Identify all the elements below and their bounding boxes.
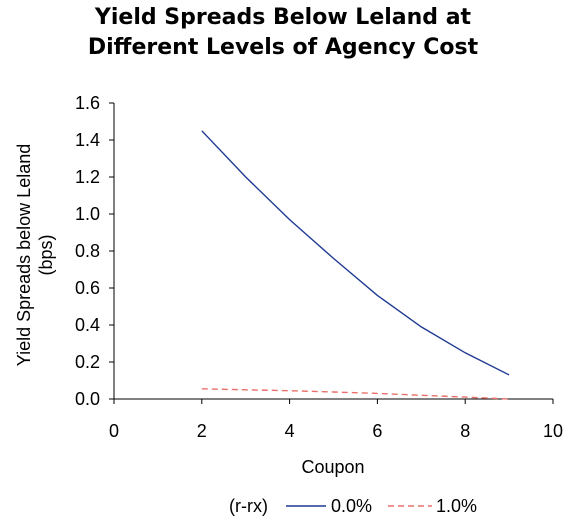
series-line-2 [201,388,510,400]
y-tick-label-1: 0.2 [75,352,100,372]
legend-label-series-1: 0.0% [331,496,372,516]
x-axis-label: Coupon [301,457,364,477]
y-tick-label-7: 1.4 [75,130,100,150]
legend-title: (r-rx) [229,496,268,516]
y-axis-label: Yield Spreads below Leland (bps) [14,144,56,367]
series-line-1 [201,130,510,376]
y-tick-label-3: 0.6 [75,278,100,298]
y-tick-label-8: 1.6 [75,93,100,113]
y-tick-label-2: 0.4 [75,315,100,335]
x-tick-label-0: 0 [109,421,119,441]
x-tick-label-4: 8 [460,421,470,441]
x-tick-label-5: 10 [543,421,563,441]
x-tick-label-3: 6 [372,421,382,441]
y-tick-label-0: 0.0 [75,389,100,409]
y-tick-label-6: 1.2 [75,167,100,187]
plot-area: 0.0 0.2 0.4 0.6 0.8 1.0 1.2 1.4 1.6 0 2 4 6 8 10 [75,93,563,441]
chart-title-line-2: Different Levels of Agency Cost [88,35,479,60]
y-tick-label-4: 0.8 [75,241,100,261]
y-axis-label-line-1: Yield Spreads below Leland [14,144,34,367]
chart-title-line-1: Yield Spreads Below Leland at [94,5,472,30]
y-tick-label-5: 1.0 [75,204,100,224]
x-tick-label-2: 4 [285,421,295,441]
y-axis-label-line-2: (bps) [36,234,56,275]
legend-label-series-2: 1.0% [436,496,477,516]
x-tick-label-1: 2 [197,421,207,441]
legend: (r-rx) 0.0% 1.0% [229,496,477,516]
